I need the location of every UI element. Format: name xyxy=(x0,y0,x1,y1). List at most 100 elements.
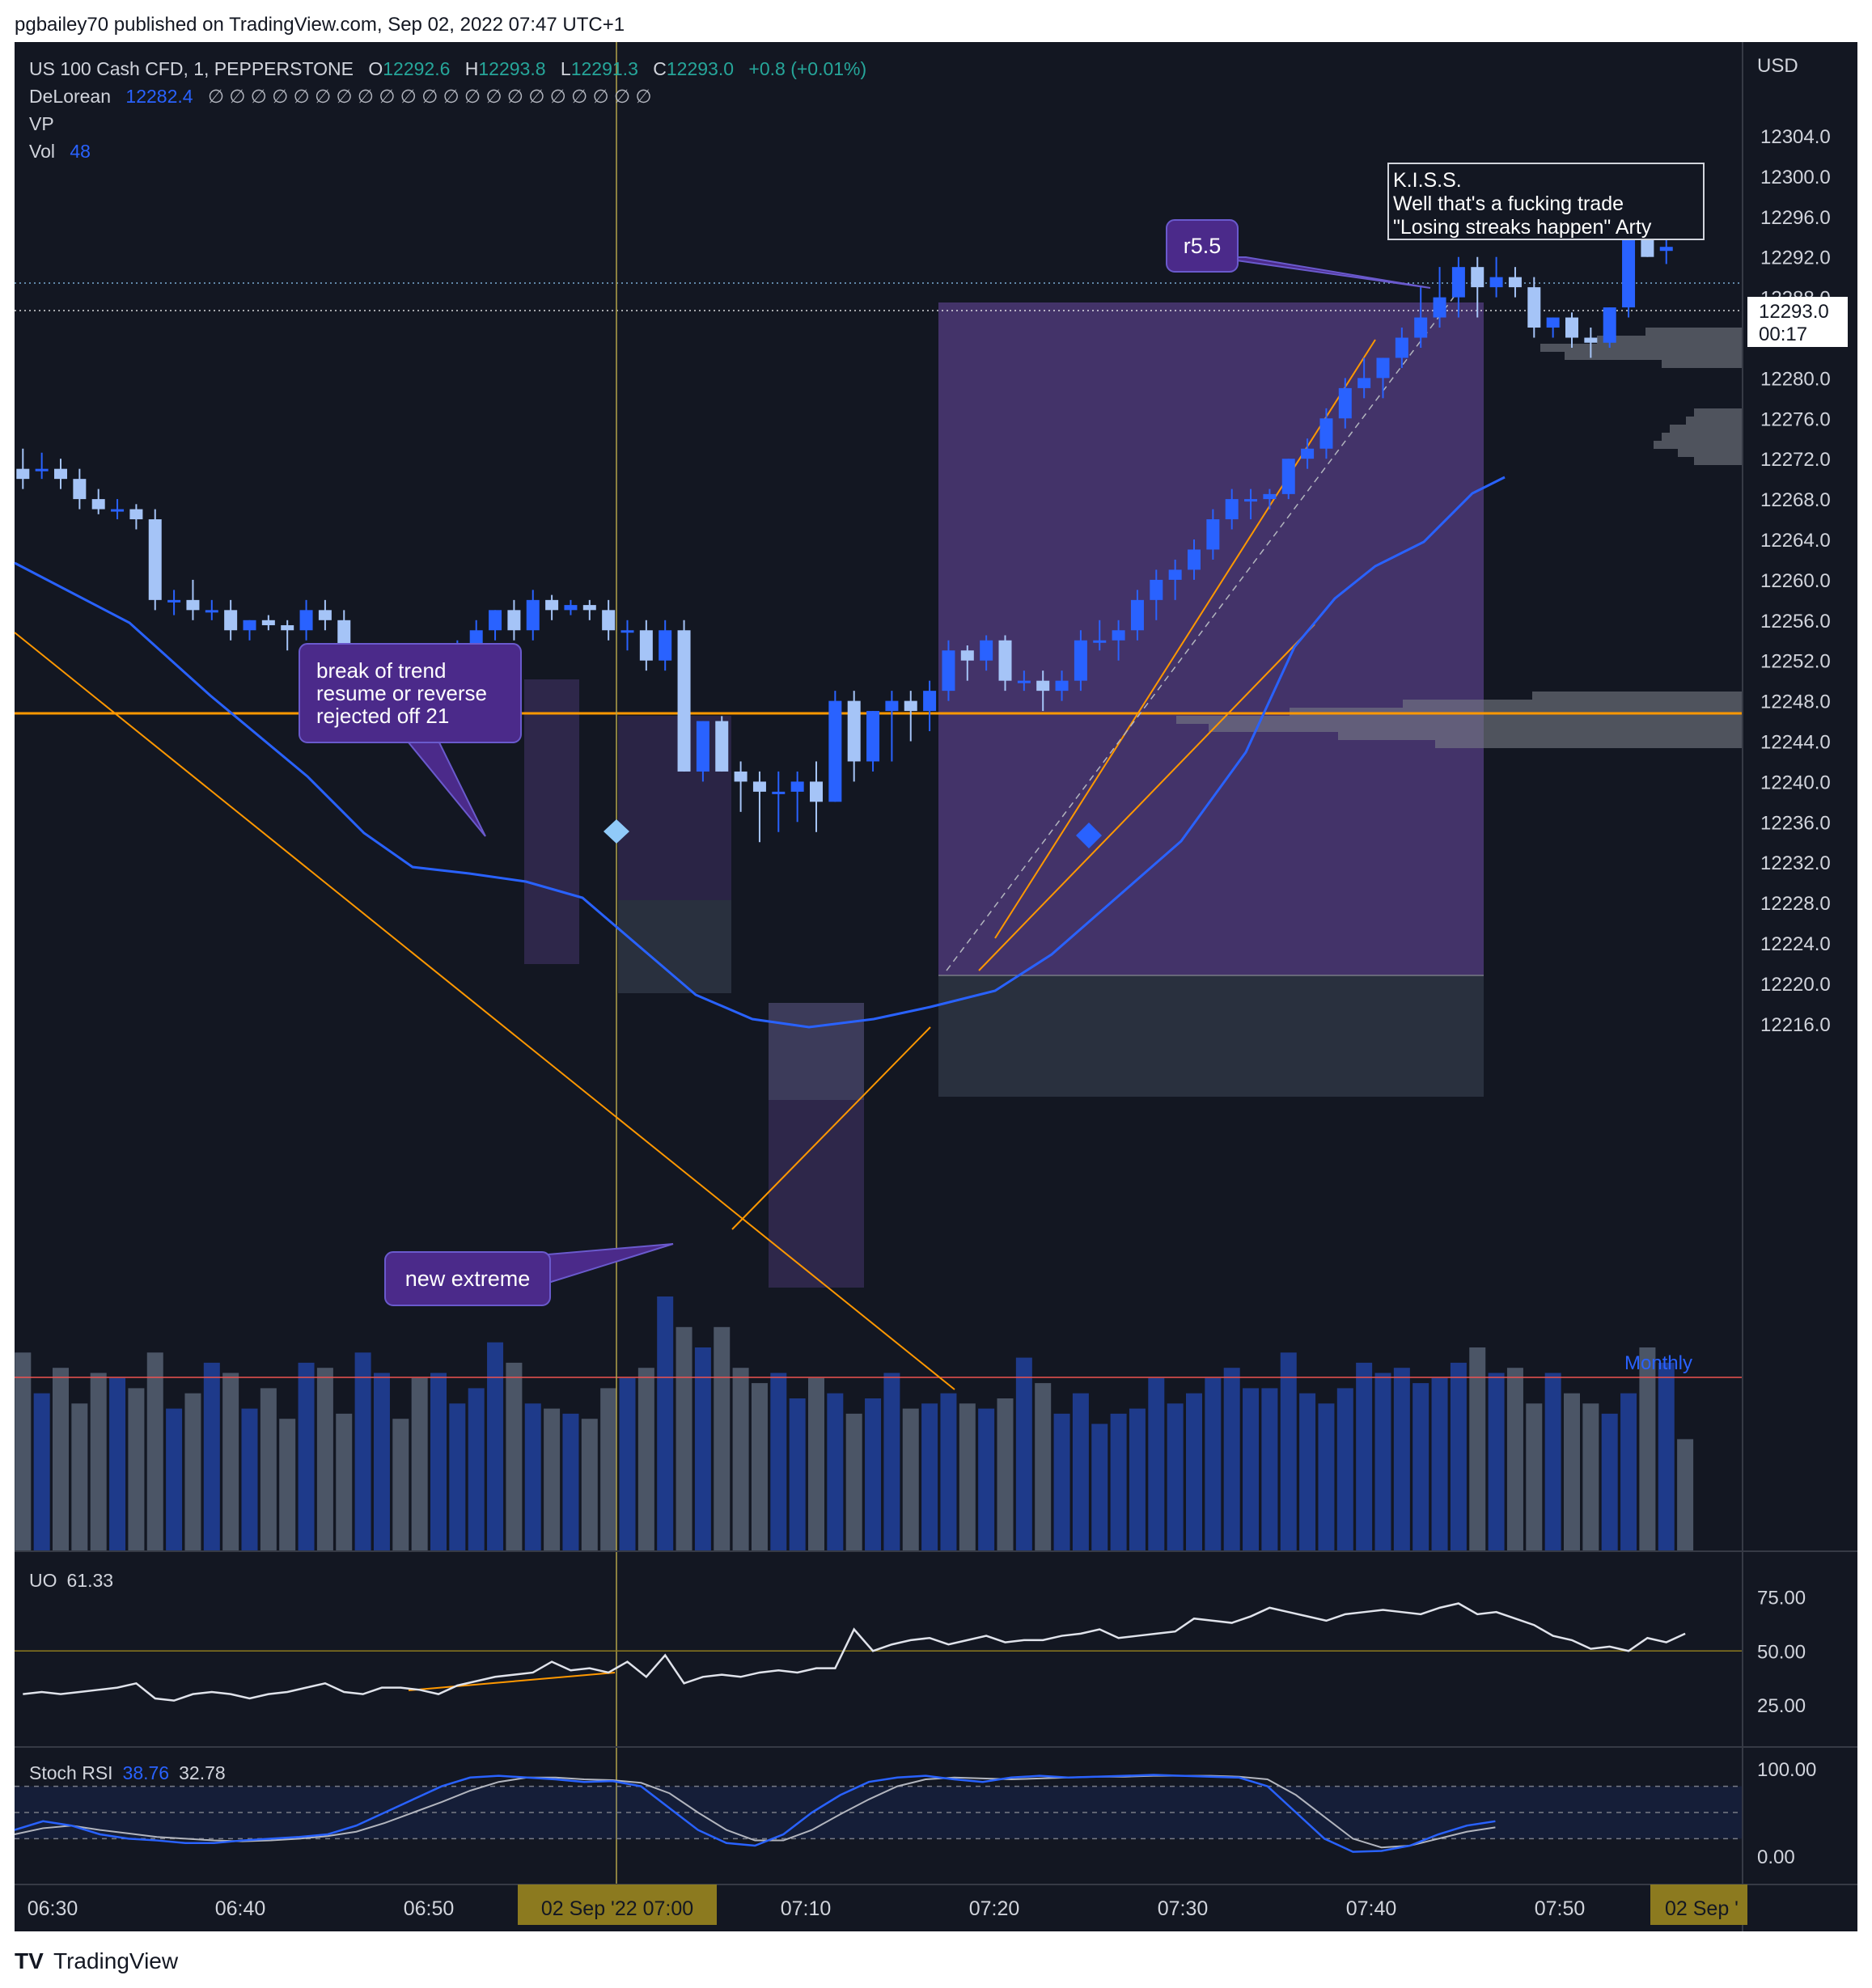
candle-body xyxy=(1659,247,1673,252)
candle xyxy=(1244,489,1258,520)
candle-body xyxy=(1584,337,1598,343)
candle xyxy=(318,599,332,631)
candle xyxy=(1414,287,1428,348)
volume-bar xyxy=(392,1419,409,1551)
volume-bar xyxy=(1431,1377,1448,1551)
candle-body xyxy=(1188,549,1201,570)
candle-body xyxy=(942,650,955,692)
time-cursor-label: 02 Sep '22 07:00 xyxy=(541,1897,693,1920)
candle xyxy=(16,448,30,489)
volume-bar xyxy=(732,1368,749,1551)
volume-profile-row xyxy=(1565,352,1743,360)
svg-text:US 100 Cash CFD, 1, PEPPERSTON: US 100 Cash CFD, 1, PEPPERSTONE O12292.6… xyxy=(29,58,866,79)
price-tick-label: 12296.0 xyxy=(1760,207,1831,229)
volume-bar xyxy=(146,1352,163,1551)
candle-body xyxy=(148,519,162,600)
tradingview-logo[interactable]: TV TradingView xyxy=(15,1948,179,1973)
volume-bar xyxy=(751,1383,768,1551)
candle-body xyxy=(299,610,313,631)
candle xyxy=(980,635,993,671)
stop-zone-1 xyxy=(769,1003,864,1100)
stoch-d-line xyxy=(14,1774,1496,1849)
candle xyxy=(1527,277,1541,338)
candle-body xyxy=(1622,236,1636,308)
volume-bar xyxy=(166,1408,183,1551)
candle xyxy=(1357,357,1371,399)
candle-body xyxy=(980,640,993,661)
candle-body xyxy=(885,700,899,712)
candle xyxy=(828,691,842,802)
legend: US 100 Cash CFD, 1, PEPPERSTONE O12292.6… xyxy=(29,58,866,162)
volume-bar xyxy=(1280,1352,1297,1551)
publisher-line: pgbailey70 published on TradingView.com,… xyxy=(15,14,625,36)
uo-pane: 75.00 50.00 25.00 xyxy=(15,1588,1806,1717)
volume-bar xyxy=(298,1362,315,1551)
volume-bar xyxy=(1526,1403,1543,1551)
break-line-1: break of trend xyxy=(316,658,446,683)
candle xyxy=(489,610,502,641)
time-tick-label: 06:50 xyxy=(404,1897,455,1920)
volume-profile-row xyxy=(1662,433,1743,441)
volume-bar xyxy=(1015,1357,1032,1551)
candle xyxy=(526,590,540,641)
candle xyxy=(1188,539,1201,580)
time-tick-label: 07:50 xyxy=(1535,1897,1586,1920)
r55-callout[interactable]: r5.5 xyxy=(1166,219,1431,289)
signal-diamond-2 xyxy=(1076,823,1102,848)
candle xyxy=(866,711,880,772)
volume-bar xyxy=(1205,1377,1222,1551)
volume-profile-row xyxy=(1670,425,1743,433)
tv-logo-icon: TV xyxy=(15,1948,44,1973)
volume-bar xyxy=(940,1393,957,1551)
volume-bar xyxy=(109,1377,126,1551)
candle xyxy=(1130,590,1144,641)
volume-bar xyxy=(279,1419,296,1551)
r55-label: r5.5 xyxy=(1184,234,1222,258)
currency-label: USD xyxy=(1757,55,1798,77)
candle-body xyxy=(526,599,540,631)
svg-text:DeLorean 12282.4 ∅: DeLorean 12282.4 ∅ ∅ ∅ ∅ ∅ ∅ ∅ ∅ ∅ ∅ ∅ ∅… xyxy=(29,86,652,107)
volume-profile-row xyxy=(1694,408,1743,417)
volume-bar xyxy=(902,1408,919,1551)
uo-label: UO xyxy=(29,1570,57,1591)
volume-bar xyxy=(90,1373,107,1551)
break-of-trend-callout[interactable]: break of trend resume or reverse rejecte… xyxy=(299,643,522,837)
candle-body xyxy=(1414,317,1428,338)
candle-body xyxy=(1244,499,1258,502)
candle-body xyxy=(1527,287,1541,328)
volume-bar xyxy=(1393,1368,1410,1551)
vp-label: VP xyxy=(29,113,54,134)
volume-bar xyxy=(883,1373,900,1551)
candle xyxy=(1055,670,1069,701)
time-tick-label: 07:20 xyxy=(969,1897,1020,1920)
candle-body xyxy=(1565,317,1578,338)
volume-bar xyxy=(1243,1388,1260,1551)
new-extreme-callout[interactable]: new extreme xyxy=(384,1243,674,1306)
legend-c-value: 12293.0 xyxy=(667,58,734,79)
uo-tick-label: 75.00 xyxy=(1757,1588,1806,1609)
break-line-2: resume or reverse xyxy=(316,681,487,705)
kiss-line-3: "Losing streaks happen" Arty xyxy=(1393,216,1652,239)
volume-bar xyxy=(921,1403,938,1551)
candle-body xyxy=(186,599,200,611)
volume-bar xyxy=(714,1326,731,1551)
kiss-line-1: K.I.S.S. xyxy=(1393,169,1462,192)
kiss-note[interactable]: K.I.S.S. Well that's a fucking trade "Lo… xyxy=(1387,163,1705,240)
candle xyxy=(1093,620,1107,651)
volume-bar xyxy=(1374,1373,1391,1551)
candle-body xyxy=(224,610,238,631)
volume-bar xyxy=(1336,1388,1353,1551)
candle-body xyxy=(1281,459,1295,494)
volume-bar xyxy=(15,1352,32,1551)
volume-bar xyxy=(959,1403,976,1551)
candle-body xyxy=(35,468,49,472)
price-tick-label: 12232.0 xyxy=(1760,852,1831,874)
price-tick-label: 12236.0 xyxy=(1760,812,1831,834)
price-tick-label: 12300.0 xyxy=(1760,167,1831,188)
candle-body xyxy=(828,700,842,802)
ema-21 xyxy=(14,476,1506,1029)
volume-bar xyxy=(808,1377,824,1551)
candle-body xyxy=(1603,307,1616,343)
volume-profile-row xyxy=(1176,716,1743,724)
